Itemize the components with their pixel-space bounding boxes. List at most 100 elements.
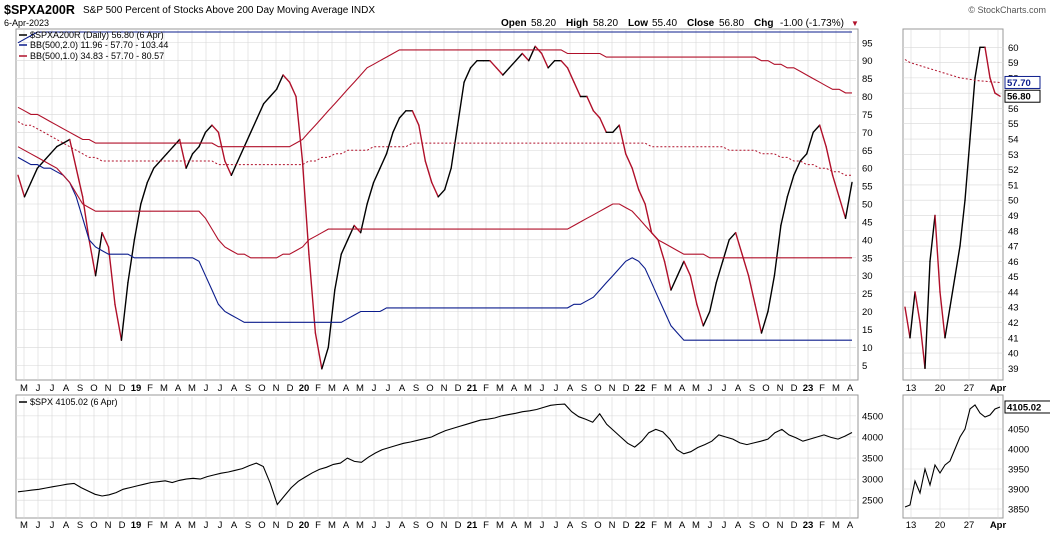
symbol-description: S&P 500 Percent of Stocks Above 200 Day … — [83, 5, 375, 16]
x-tick-label: D — [791, 520, 798, 531]
x-tick-label: 20 — [299, 520, 310, 531]
x-tick-label: S — [413, 383, 419, 394]
series-segment — [959, 199, 966, 247]
series-segment — [463, 67, 472, 83]
x-tick-label: D — [287, 520, 294, 531]
x-tick-label: F — [651, 520, 657, 531]
series-segment — [56, 142, 64, 148]
y-tick-label: 47 — [1008, 242, 1019, 253]
series-segment — [411, 110, 420, 126]
x-tick-label: M — [524, 383, 532, 394]
x-tick-label: 13 — [906, 383, 917, 394]
series-segment — [760, 310, 769, 334]
y-tick-label: 3000 — [862, 475, 883, 486]
open-value: 58.20 — [531, 18, 556, 29]
x-tick-label: N — [609, 520, 616, 531]
y-tick-label: 56 — [1008, 104, 1019, 115]
source-credit: © StockCharts.com — [968, 5, 1046, 15]
x-tick-label: N — [777, 383, 784, 394]
series-segment — [165, 145, 174, 155]
series-segment — [237, 145, 245, 162]
series-segment — [773, 224, 782, 277]
x-tick-label: A — [175, 520, 182, 531]
last-value-label: 57.70 — [1007, 78, 1031, 89]
x-tick-label: 22 — [635, 383, 646, 394]
last-value-box — [1004, 75, 1041, 89]
x-tick-label: 20 — [299, 383, 310, 394]
series-segment — [30, 167, 39, 184]
x-tick-label: 22 — [635, 520, 646, 531]
x-tick-label: J — [708, 383, 713, 394]
x-tick-label: F — [819, 520, 825, 531]
y-tick-label: 60 — [862, 164, 873, 175]
series-segment — [528, 45, 536, 62]
series-segment — [347, 224, 355, 241]
series-segment — [275, 74, 284, 91]
series-segment — [919, 321, 926, 370]
x-tick-label: 19 — [131, 383, 142, 394]
x-tick-label: J — [540, 383, 545, 394]
x-tick-label: N — [441, 520, 448, 531]
y-tick-label: 51 — [1008, 180, 1019, 191]
series-segment — [495, 67, 504, 76]
x-tick-label: M — [692, 520, 700, 531]
x-tick-label: D — [119, 520, 126, 531]
x-tick-label: M — [832, 383, 840, 394]
y-tick-label: 39 — [1008, 364, 1019, 375]
x-tick-label: J — [50, 520, 55, 531]
x-tick-label: J — [722, 520, 727, 531]
last-value-box — [1004, 89, 1041, 103]
symbol-title: $SPXA200R — [4, 3, 75, 17]
y-tick-label: 40 — [1008, 349, 1019, 360]
x-tick-label: J — [36, 520, 41, 531]
x-tick-label: A — [679, 520, 686, 531]
x-tick-label: N — [609, 383, 616, 394]
y-tick-label: 30 — [862, 271, 873, 282]
series-segment — [140, 181, 149, 205]
series-segment — [69, 138, 77, 169]
series-segment — [812, 124, 821, 134]
series-segment — [657, 239, 666, 263]
series-segment — [715, 260, 724, 284]
x-tick-label: A — [735, 383, 742, 394]
x-tick-label: A — [847, 383, 854, 394]
y-tick-label: 3900 — [1008, 485, 1029, 496]
series-segment — [644, 203, 653, 234]
x-tick-label: M — [356, 383, 364, 394]
series-segment — [230, 160, 239, 177]
y-tick-label: 48 — [1008, 226, 1019, 237]
high-value: 58.20 — [593, 18, 618, 29]
x-tick-label: S — [413, 520, 419, 531]
quote-row: Open 58.20 High 58.20 Low 55.40 Close 56… — [501, 18, 859, 29]
series-segment — [17, 174, 26, 198]
y-tick-label: 10 — [862, 343, 873, 354]
series-segment — [282, 74, 291, 83]
series-segment — [23, 181, 32, 198]
x-tick-label: M — [524, 520, 532, 531]
y-tick-label: 3500 — [862, 454, 883, 465]
y-tick-label: 2500 — [862, 496, 883, 507]
x-tick-label: S — [749, 520, 755, 531]
x-tick-label: S — [245, 383, 251, 394]
series-segment — [178, 138, 187, 169]
series-segment — [450, 124, 459, 169]
series-segment — [521, 52, 530, 62]
series-segment — [818, 124, 827, 148]
x-tick-label: O — [762, 520, 769, 531]
close-label: Close — [687, 18, 715, 29]
high-label: High — [566, 18, 588, 29]
series-segment — [133, 203, 142, 241]
x-tick-label: N — [441, 383, 448, 394]
series-segment — [969, 77, 976, 140]
x-tick-label: S — [77, 520, 83, 531]
lower-zoom-layer: 3850 3900 3950 4000 4050 13 20 27 Apr 4105.02 — [903, 397, 1050, 531]
x-tick-label: O — [594, 520, 601, 531]
x-tick-label: J — [218, 520, 223, 531]
series-segment — [909, 291, 916, 339]
series-segment — [989, 77, 996, 94]
y-tick-label: 59 — [1008, 58, 1019, 69]
series-segment — [204, 124, 213, 134]
x-tick-label: 21 — [467, 383, 478, 394]
series-segment — [949, 275, 956, 308]
x-tick-label: D — [623, 383, 630, 394]
